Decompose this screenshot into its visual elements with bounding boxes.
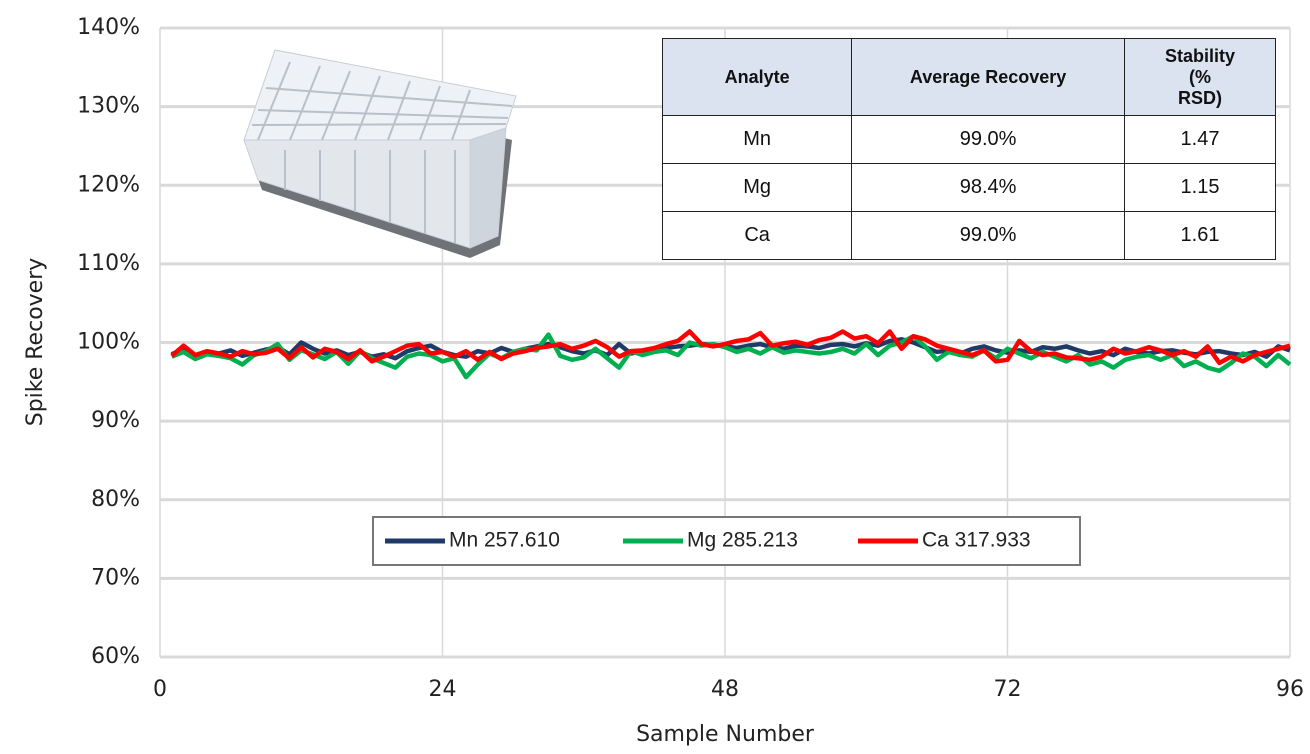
x-tick-label: 96 (1276, 677, 1304, 702)
y-tick-label: 80% (91, 487, 140, 512)
x-axis-label: Sample Number (636, 722, 815, 747)
legend-label: Mn 257.610 (449, 529, 560, 552)
header-cell: Average Recovery (851, 38, 1125, 116)
y-tick-label: 130% (77, 94, 140, 119)
cell: Ca (661, 211, 853, 260)
x-tick-label: 24 (429, 677, 457, 702)
legend-box (372, 516, 1081, 566)
cell: Mn (661, 115, 853, 164)
results-table: Analyte Average Recovery Stability (% RS… (661, 38, 1277, 260)
y-tick-label: 100% (77, 330, 140, 355)
y-tick-label: 90% (91, 408, 140, 433)
cell: 1.15 (1123, 163, 1277, 212)
y-axis-label: Spike Recovery (23, 258, 48, 427)
cell: 98.4% (851, 163, 1125, 212)
y-tick-label: 70% (91, 565, 140, 590)
cell: 99.0% (851, 115, 1125, 164)
well-plate-image (243, 49, 517, 258)
header-cell: Analyte (661, 38, 853, 116)
cell: 99.0% (851, 211, 1125, 260)
y-tick-label: 120% (77, 172, 140, 197)
series-line (170, 329, 1291, 366)
x-tick-label: 72 (994, 677, 1022, 702)
legend-label: Ca 317.933 (922, 529, 1031, 552)
cell: 1.47 (1123, 115, 1277, 164)
y-tick-label: 110% (77, 251, 140, 276)
x-tick-label: 0 (153, 677, 167, 702)
cell: Mg (661, 163, 853, 212)
legend-label: Mg 285.213 (687, 529, 798, 552)
y-tick-label: 140% (77, 15, 140, 40)
x-tick-label: 48 (711, 677, 739, 702)
y-tick-label: 60% (91, 644, 140, 669)
header-cell: Stability (% RSD) (1123, 38, 1277, 116)
cell: 1.61 (1123, 211, 1277, 260)
